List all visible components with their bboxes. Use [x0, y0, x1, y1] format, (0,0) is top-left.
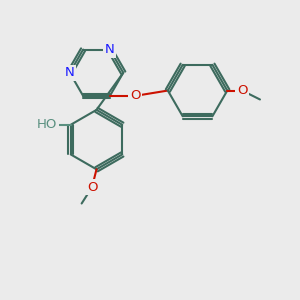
Text: O: O	[87, 181, 97, 194]
Text: HO: HO	[37, 118, 57, 131]
Text: O: O	[237, 84, 247, 97]
Text: N: N	[105, 43, 115, 56]
Text: N: N	[65, 66, 75, 79]
Text: O: O	[130, 89, 140, 102]
